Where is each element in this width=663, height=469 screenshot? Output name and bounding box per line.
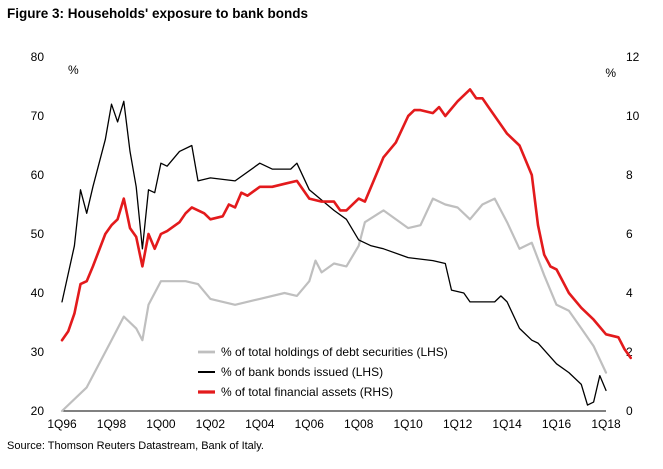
y-left-tick-label: 20 xyxy=(31,404,45,418)
series-line-1 xyxy=(60,197,608,413)
legend-label: % of bank bonds issued (LHS) xyxy=(221,365,383,379)
y-right-tick-label: 0 xyxy=(626,404,633,418)
x-tick-label: 1Q16 xyxy=(542,417,572,431)
x-tick-label: 1Q12 xyxy=(443,417,473,431)
x-tick-label: 1Q08 xyxy=(344,417,374,431)
series-line-2 xyxy=(61,100,607,406)
y-left-tick-label: 70 xyxy=(31,109,45,123)
left-unit-label: % xyxy=(68,63,79,77)
x-tick-label: 1Q02 xyxy=(196,417,226,431)
y-left-tick-label: 40 xyxy=(31,286,45,300)
y-right-tick-label: 2 xyxy=(626,345,633,359)
x-tick-label: 1Q00 xyxy=(146,417,176,431)
legend-label: % of total holdings of debt securities (… xyxy=(221,345,448,359)
y-left-tick-label: 30 xyxy=(31,345,45,359)
x-tick-label: 1Q14 xyxy=(492,417,522,431)
chart-series xyxy=(60,88,633,413)
chart-axes: 20 30 40 50 60 70 80 0 2 4 6 8 10 12% % 1Q96 1Q98 1Q00 1Q0… xyxy=(31,50,640,431)
x-tick-label: 1Q04 xyxy=(245,417,275,431)
x-tick-label: 1Q18 xyxy=(591,417,621,431)
y-left-tick-label: 50 xyxy=(31,227,45,241)
chart-source: Source: Thomson Reuters Datastream, Bank… xyxy=(7,440,264,452)
chart-legend: % of total holdings of debt securities (… xyxy=(198,345,448,399)
y-right-tick-label: 6 xyxy=(626,227,633,241)
right-unit-label: % xyxy=(605,66,616,80)
x-tick-label: 1Q98 xyxy=(97,417,127,431)
y-left-tick-label: 80 xyxy=(31,50,45,64)
chart-title: Figure 3: Households' exposure to bank b… xyxy=(7,6,308,21)
x-tick-label: 1Q06 xyxy=(295,417,325,431)
legend-label: % of total financial assets (RHS) xyxy=(221,385,393,399)
series-line-3 xyxy=(60,88,633,360)
y-right-tick-label: 12 xyxy=(626,50,640,64)
y-right-tick-label: 10 xyxy=(626,109,640,123)
y-right-tick-label: 8 xyxy=(626,168,633,182)
y-right-tick-label: 4 xyxy=(626,286,633,300)
x-tick-label: 1Q96 xyxy=(47,417,77,431)
x-tick-label: 1Q10 xyxy=(394,417,424,431)
y-left-tick-label: 60 xyxy=(31,168,45,182)
